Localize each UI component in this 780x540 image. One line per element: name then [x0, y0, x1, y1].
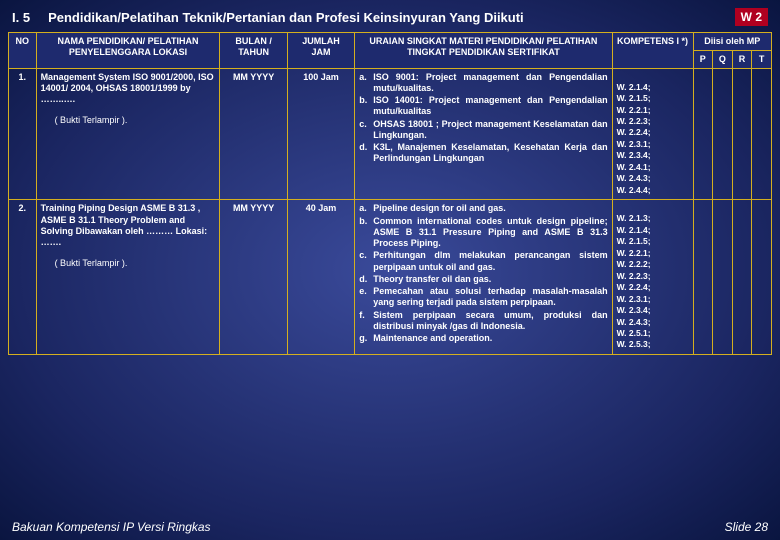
cell-r [732, 200, 752, 355]
col-komp: KOMPETENS I *) [612, 33, 693, 69]
slide-header: I. 5 Pendidikan/Pelatihan Teknik/Pertani… [0, 0, 780, 32]
cell-bulan: MM YYYY [220, 200, 287, 355]
training-table: NO NAMA PENDIDIKAN/ PELATIHAN PENYELENGG… [8, 32, 772, 355]
cell-kompetens: W. 2.1.3; W. 2.1.4; W. 2.1.5; W. 2.2.1; … [612, 200, 693, 355]
cell-nama: Management System ISO 9001/2000, ISO 140… [36, 68, 220, 200]
cell-jumlah: 40 Jam [287, 200, 354, 355]
section-title: Pendidikan/Pelatihan Teknik/Pertanian da… [48, 10, 735, 25]
attachment-note: ( Bukti Terlampir ). [41, 115, 216, 126]
cell-t [752, 68, 772, 200]
col-uraian: URAIAN SINGKAT MATERI PENDIDIKAN/ PELATI… [355, 33, 612, 69]
cell-q [713, 68, 733, 200]
cell-p [693, 68, 713, 200]
cell-t [752, 200, 772, 355]
attachment-note: ( Bukti Terlampir ). [41, 258, 216, 269]
col-diisi: Diisi oleh MP [693, 33, 772, 51]
slide-footer: Bakuan Kompetensi IP Versi Ringkas Slide… [0, 520, 780, 534]
col-nama: NAMA PENDIDIKAN/ PELATIHAN PENYELENGGARA… [36, 33, 220, 69]
table-row: 1.Management System ISO 9001/2000, ISO 1… [9, 68, 772, 200]
col-jumlah: JUMLAH JAM [287, 33, 354, 69]
col-q: Q [713, 50, 733, 68]
section-number: I. 5 [12, 10, 30, 25]
table-row: 2.Training Piping Design ASME B 31.3 , A… [9, 200, 772, 355]
col-r: R [732, 50, 752, 68]
col-p: P [693, 50, 713, 68]
cell-q [713, 200, 733, 355]
header-badge: W 2 [735, 8, 768, 26]
cell-no: 1. [9, 68, 37, 200]
cell-no: 2. [9, 200, 37, 355]
cell-r [732, 68, 752, 200]
cell-nama: Training Piping Design ASME B 31.3 , ASM… [36, 200, 220, 355]
cell-uraian: a.ISO 9001: Project management dan Penge… [355, 68, 612, 200]
col-bulan: BULAN / TAHUN [220, 33, 287, 69]
cell-p [693, 200, 713, 355]
footer-right: Slide 28 [725, 520, 768, 534]
cell-uraian: a.Pipeline design for oil and gas.b.Comm… [355, 200, 612, 355]
cell-bulan: MM YYYY [220, 68, 287, 200]
cell-kompetens: W. 2.1.4; W. 2.1.5; W. 2.2.1; W. 2.2.3; … [612, 68, 693, 200]
col-no: NO [9, 33, 37, 69]
col-t: T [752, 50, 772, 68]
footer-left: Bakuan Kompetensi IP Versi Ringkas [12, 520, 211, 534]
cell-jumlah: 100 Jam [287, 68, 354, 200]
